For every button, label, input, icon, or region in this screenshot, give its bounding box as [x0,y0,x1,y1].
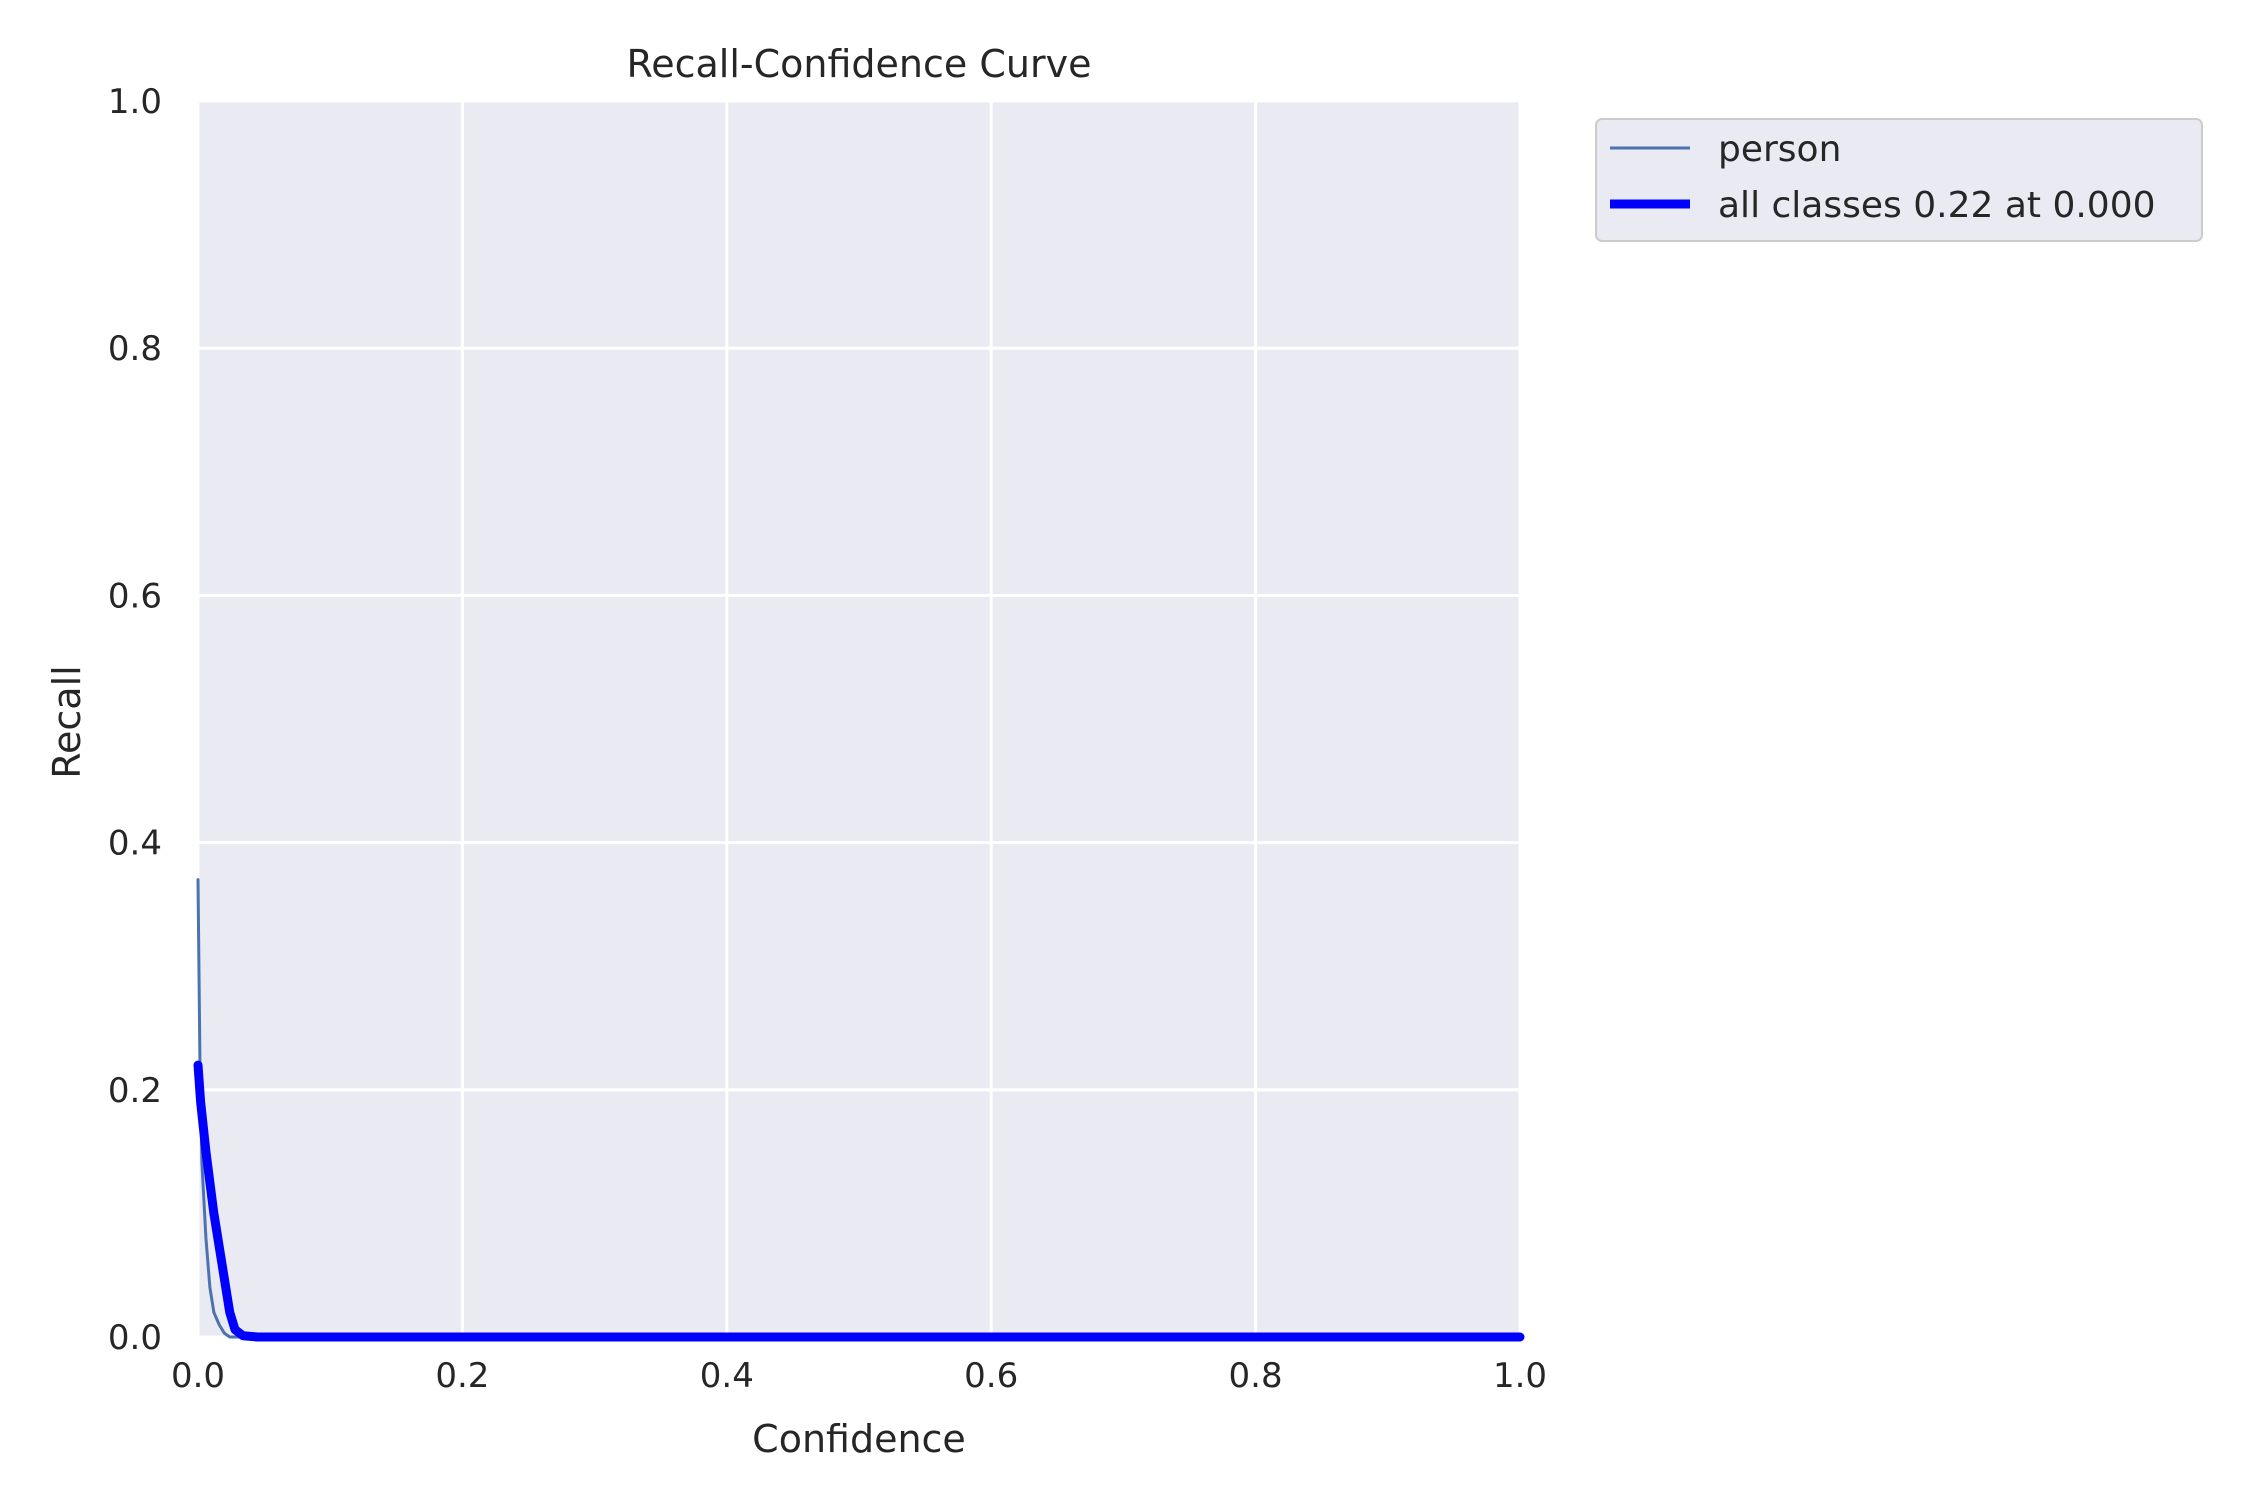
y-tick-label: 0.2 [108,1071,162,1111]
x-tick-label: 1.0 [1493,1356,1547,1396]
legend-label-person: person [1718,129,1841,170]
x-axis-label: Confidence [752,1417,966,1461]
grid-lines [196,99,1522,1339]
plot-background [198,101,1520,1337]
y-tick-label: 0.6 [108,576,162,616]
y-tick-label: 0.4 [108,824,162,864]
series-line-all-classes [193,1060,1525,1342]
tick-labels: 0.0 0.2 0.4 0.6 0.8 1.0 0.0 0.2 0.4 0.6 0.8 1.0 [108,82,1547,1396]
y-axis-label: Recall [45,665,89,778]
legend-label-all-classes: all classes 0.22 at 0.000 [1718,185,2156,226]
x-tick-label: 0.8 [1229,1356,1283,1396]
y-tick-label: 0.8 [108,329,162,369]
chart-title: Recall-Confidence Curve [627,42,1092,86]
x-tick-label: 0.0 [171,1356,225,1396]
y-tick-label: 0.0 [108,1318,162,1358]
legend-box [1595,118,2203,242]
x-tick-label: 0.4 [700,1356,754,1396]
legend: person all classes 0.22 at 0.000 [1595,118,2203,242]
x-tick-label: 0.6 [964,1356,1018,1396]
series-layer [193,878,1525,1342]
x-tick-label: 0.2 [435,1356,489,1396]
y-tick-label: 1.0 [108,82,162,122]
